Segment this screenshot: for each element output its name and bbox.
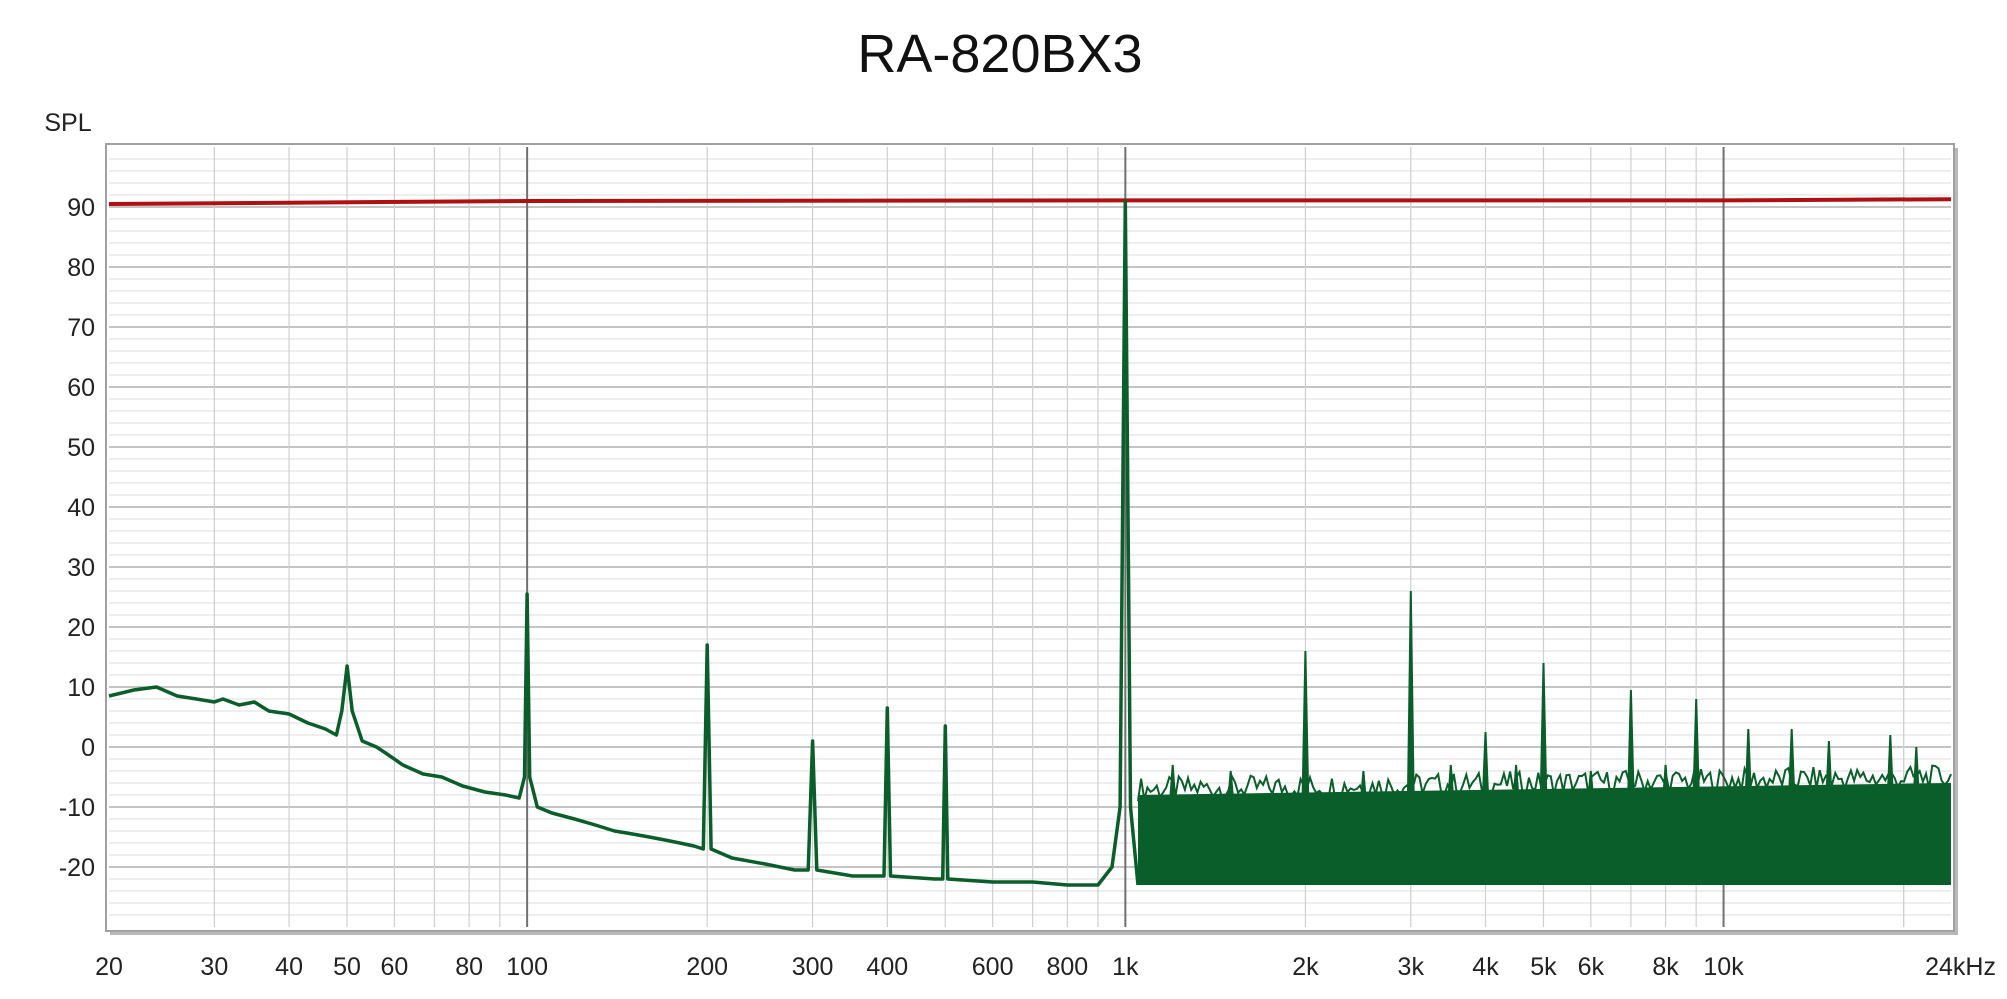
y-tick-label: 90 [67,194,95,222]
y-tick-label: -20 [59,854,95,882]
harmonic-spike [1886,734,1895,808]
harmonic-spike [1446,764,1455,808]
spectrum-line [108,199,1140,887]
x-tick-label: 20 [95,953,123,981]
harmonic-spike [1824,740,1833,808]
x-tick-label: 3k [1398,953,1425,981]
series-layer [108,197,1952,887]
noise-floor-band [1138,783,1951,885]
x-tick-label: 600 [972,953,1014,981]
x-tick-label: 300 [792,953,834,981]
x-tick-label: 800 [1047,953,1089,981]
x-tick-label: 100 [506,953,548,981]
harmonic-spike [1586,770,1595,808]
y-tick-label: 60 [67,374,95,402]
harmonic-spike [1787,728,1796,808]
x-tick-labels: 20 30 40 50 60 80 100 200 300 400 600 800 1k 2k 3k 4k 5k… [95,953,1996,981]
y-tick-label: 40 [67,494,95,522]
harmonic-spike [1481,731,1490,808]
y-tick-label: 20 [67,614,95,642]
y-axis-label: SPL [44,109,91,137]
harmonic-spike [1226,770,1235,808]
chart-title: RA-820BX3 [857,24,1142,84]
x-tick-label: 2k [1292,953,1319,981]
x-tick-label: 30 [200,953,228,981]
y-tick-label: 70 [67,314,95,342]
y-tick-label: 80 [67,254,95,282]
harmonic-spike [1744,728,1753,808]
y-tick-label: 0 [81,734,95,762]
harmonic-spike [1301,650,1310,808]
harmonic-spike [1692,698,1701,808]
x-tick-label: 4k [1472,953,1499,981]
harmonic-spike [1168,764,1177,808]
x-tick-label: 60 [381,953,409,981]
x-tick-label: 400 [866,953,908,981]
y-tick-label: 30 [67,554,95,582]
x-tick-label: 40 [275,953,303,981]
x-tick-label: 6k [1578,953,1605,981]
x-tick-label: 8k [1652,953,1679,981]
x-tick-label: 5k [1530,953,1557,981]
harmonic-spike [1359,770,1368,808]
y-tick-labels: 90 80 70 60 50 40 30 20 10 0 -10 -20 [59,194,95,882]
y-tick-label: -10 [59,794,95,822]
x-tick-label: 1k [1112,953,1139,981]
y-tick-label: 50 [67,434,95,462]
harmonic-spike [1912,746,1921,808]
harmonic-spike [1661,764,1670,808]
y-tick-label: 10 [67,674,95,702]
x-tick-label: 80 [455,953,483,981]
x-tick-label: 24kHz [1925,953,1996,981]
harmonic-spike [1539,662,1548,808]
harmonic-spike [1512,764,1521,808]
x-tick-label: 200 [686,953,728,981]
harmonic-spike [1406,590,1415,808]
x-tick-label: 50 [333,953,361,981]
x-tick-label: 10k [1703,953,1744,981]
harmonic-spike [1626,689,1635,808]
